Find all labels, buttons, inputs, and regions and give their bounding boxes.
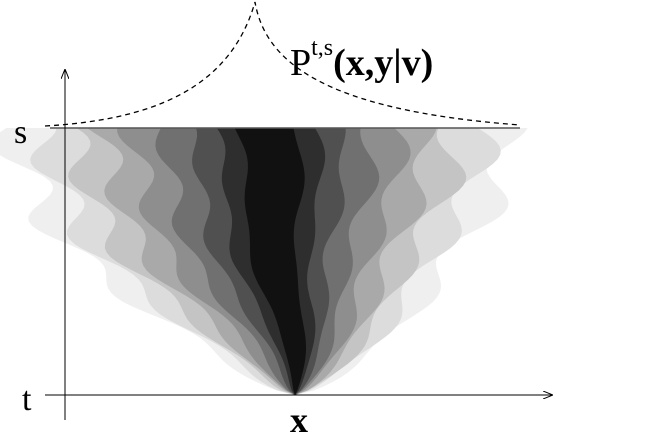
density-layers: [0, 128, 528, 395]
density-base: P: [290, 42, 311, 84]
density-layer: [234, 128, 306, 395]
x-label: x: [290, 400, 308, 437]
density-label: Pt,s(x,y|v): [290, 35, 433, 84]
s-label: s: [14, 114, 27, 151]
density-superscript: t,s: [311, 35, 333, 61]
density-curve: [44, 1, 521, 127]
density-argument: (x,y|v): [333, 42, 433, 84]
t-label: t: [22, 381, 32, 418]
